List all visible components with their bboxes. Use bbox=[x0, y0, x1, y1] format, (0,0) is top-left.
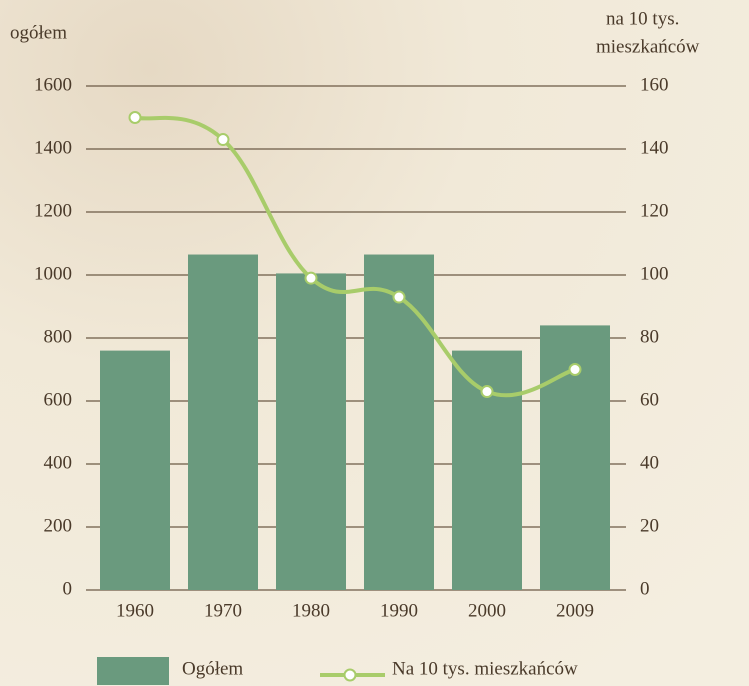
x-tick-label: 1990 bbox=[380, 600, 418, 621]
bar bbox=[188, 255, 258, 590]
y-tick-label: 0 bbox=[63, 578, 73, 599]
bar bbox=[276, 273, 346, 590]
legend-label: Ogółem bbox=[182, 658, 243, 679]
line-point bbox=[482, 386, 493, 397]
y2-tick-label: 20 bbox=[640, 515, 659, 536]
y-tick-label: 1200 bbox=[34, 200, 72, 221]
y-tick-label: 200 bbox=[44, 515, 73, 536]
legend-swatch bbox=[97, 657, 169, 685]
line-point bbox=[218, 134, 229, 145]
y-tick-label: 400 bbox=[44, 452, 73, 473]
y2-tick-label: 40 bbox=[640, 452, 659, 473]
bar bbox=[364, 255, 434, 590]
legend-label: Na 10 tys. mieszkańców bbox=[392, 658, 578, 679]
y-tick-label: 800 bbox=[44, 326, 73, 347]
line-point bbox=[130, 112, 141, 123]
x-tick-label: 1970 bbox=[204, 600, 242, 621]
y-tick-label: 1000 bbox=[34, 263, 72, 284]
y-axis-title: ogółem bbox=[10, 22, 67, 43]
y2-tick-label: 0 bbox=[640, 578, 650, 599]
y2-tick-label: 120 bbox=[640, 200, 669, 221]
y2-tick-label: 80 bbox=[640, 326, 659, 347]
line-point bbox=[306, 273, 317, 284]
x-tick-label: 2000 bbox=[468, 600, 506, 621]
x-tick-label: 1960 bbox=[116, 600, 154, 621]
chart: ogółem na 10 tys. mieszkańców 0200400600… bbox=[0, 0, 749, 686]
bar bbox=[100, 351, 170, 590]
y2-axis-title: mieszkańców bbox=[596, 36, 700, 57]
y2-tick-label: 140 bbox=[640, 137, 669, 158]
line-point bbox=[394, 292, 405, 303]
y2-tick-label: 100 bbox=[640, 263, 669, 284]
legend-swatch bbox=[345, 670, 356, 681]
x-tick-label: 2009 bbox=[556, 600, 594, 621]
y-tick-label: 1400 bbox=[34, 137, 72, 158]
y2-axis-title: na 10 tys. bbox=[606, 8, 679, 29]
y-tick-label: 600 bbox=[44, 389, 73, 410]
y-tick-label: 1600 bbox=[34, 74, 72, 95]
y2-tick-label: 60 bbox=[640, 389, 659, 410]
y2-tick-label: 160 bbox=[640, 74, 669, 95]
x-tick-label: 1980 bbox=[292, 600, 330, 621]
line-point bbox=[570, 364, 581, 375]
